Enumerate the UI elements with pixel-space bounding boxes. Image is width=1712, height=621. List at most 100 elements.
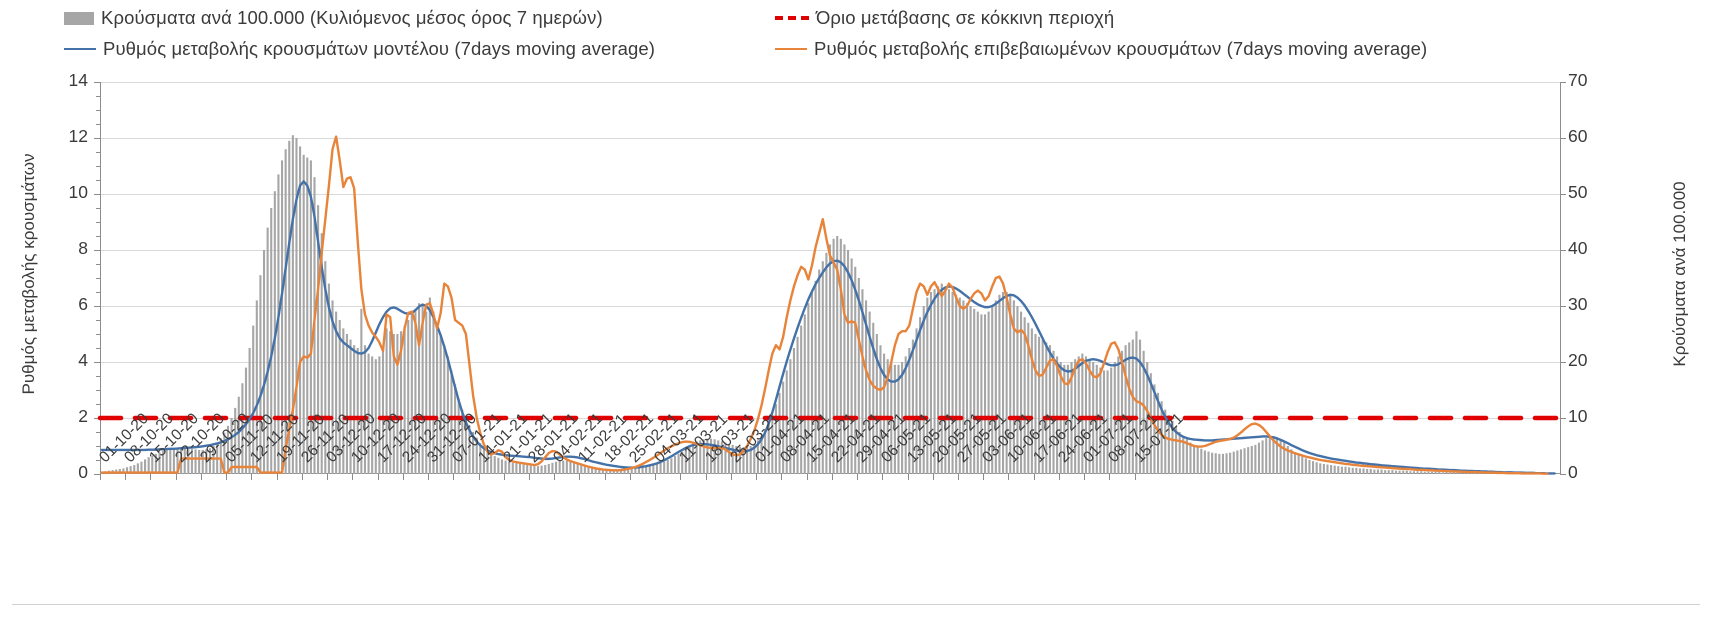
bar	[371, 356, 374, 474]
bar	[1146, 362, 1149, 474]
bar	[904, 356, 907, 474]
bar	[353, 345, 356, 474]
bar	[399, 331, 403, 474]
bar	[1304, 458, 1307, 474]
bar	[1293, 452, 1297, 474]
bar	[403, 325, 406, 474]
legend-item-red-zone-limit[interactable]: Όριο μετάβασης σε κόκκινη περιοχή	[775, 7, 1114, 29]
y-tick-label-left: 8	[78, 238, 88, 258]
minor-tick-mark	[96, 152, 100, 153]
bar	[1250, 446, 1253, 474]
bar	[1167, 415, 1170, 474]
x-tick-mark	[882, 474, 884, 480]
x-tick-mark	[327, 474, 329, 480]
dashed-line-swatch-icon-red	[775, 16, 809, 20]
y-axis-line-left	[100, 82, 101, 474]
bar	[198, 449, 201, 474]
y-tick-label-right: 20	[1568, 350, 1588, 370]
bar-swatch-icon	[64, 11, 94, 25]
bar	[738, 446, 741, 474]
y-tick-label-right: 30	[1568, 294, 1588, 314]
bar	[785, 370, 788, 474]
bar	[172, 448, 175, 474]
bar	[518, 463, 522, 474]
bar	[515, 463, 518, 474]
bar	[360, 308, 363, 474]
bar	[1081, 353, 1084, 474]
bar	[1355, 467, 1358, 474]
x-tick-mark	[1109, 474, 1111, 480]
bar	[493, 456, 496, 474]
bar	[1470, 472, 1473, 474]
chart-legend: Κρούσματα ανά 100.000 (Κυλιόμενος μέσος …	[0, 0, 1712, 62]
bar	[1254, 444, 1257, 474]
bar	[526, 465, 529, 474]
grid-line	[100, 82, 1560, 83]
bar	[544, 465, 547, 474]
bar	[1009, 294, 1012, 474]
legend-item-cases-per-100k[interactable]: Κρούσματα ανά 100.000 (Κυλιόμενος μέσος …	[64, 7, 603, 29]
y-tick-label-right: 0	[1568, 462, 1578, 482]
bar	[295, 138, 298, 474]
minor-tick-mark	[96, 320, 100, 321]
bar	[1312, 461, 1315, 474]
bar	[1474, 472, 1477, 474]
bar	[446, 356, 449, 474]
bar	[1106, 370, 1109, 474]
bar	[933, 289, 936, 474]
legend-item-confirmed-rate[interactable]: Ρυθμός μεταβολής επιβεβαιωμένων κρουσμάτ…	[775, 38, 1427, 60]
bar	[212, 446, 215, 474]
bar	[782, 381, 785, 474]
bar	[922, 306, 925, 474]
bar	[1084, 356, 1087, 474]
bar	[1247, 447, 1250, 474]
y-axis-label-left: Ρυθμός μεταβολής κρουσμάτων	[19, 153, 38, 395]
legend-label-cases-per-100k: Κρούσματα ανά 100.000 (Κυλιόμενος μέσος …	[101, 7, 603, 28]
bar	[1030, 328, 1033, 474]
bar	[468, 426, 471, 474]
bar	[1286, 446, 1289, 474]
bar	[1348, 467, 1351, 474]
bar	[929, 292, 932, 474]
minor-tick-mark	[96, 194, 100, 195]
bar	[1376, 469, 1379, 474]
bar	[1099, 367, 1102, 474]
bar	[1438, 471, 1441, 474]
bar	[1164, 409, 1167, 474]
bar	[511, 462, 514, 474]
bar	[508, 461, 511, 474]
bar	[1048, 345, 1051, 474]
bar	[944, 286, 947, 474]
x-tick-mark	[377, 474, 379, 480]
bar	[1261, 440, 1264, 474]
bar	[865, 300, 868, 474]
bar	[601, 468, 604, 474]
bottom-divider	[12, 604, 1700, 605]
bar	[1102, 370, 1106, 474]
bar	[457, 398, 460, 474]
tick-mark	[1560, 138, 1566, 139]
bar	[1459, 472, 1462, 474]
minor-tick-mark	[96, 390, 100, 391]
bar	[800, 325, 803, 474]
x-tick-mark	[655, 474, 657, 480]
bar	[666, 460, 669, 474]
bar	[1326, 464, 1329, 474]
x-tick-mark	[251, 474, 253, 480]
bar	[630, 467, 633, 474]
legend-item-model-rate[interactable]: Ρυθμός μεταβολής κρουσμάτων μοντέλου (7d…	[64, 38, 655, 60]
bar	[1135, 331, 1138, 474]
bar	[1441, 472, 1444, 474]
bar	[991, 306, 994, 474]
bar	[850, 258, 853, 474]
bar	[926, 297, 929, 474]
line-swatch-icon-orange	[775, 48, 807, 50]
bar	[1157, 392, 1160, 474]
bar	[1016, 306, 1019, 474]
bar	[573, 461, 576, 474]
minor-tick-mark	[96, 460, 100, 461]
bar	[1434, 471, 1437, 474]
bar	[843, 244, 846, 474]
minor-tick-mark	[96, 110, 100, 111]
